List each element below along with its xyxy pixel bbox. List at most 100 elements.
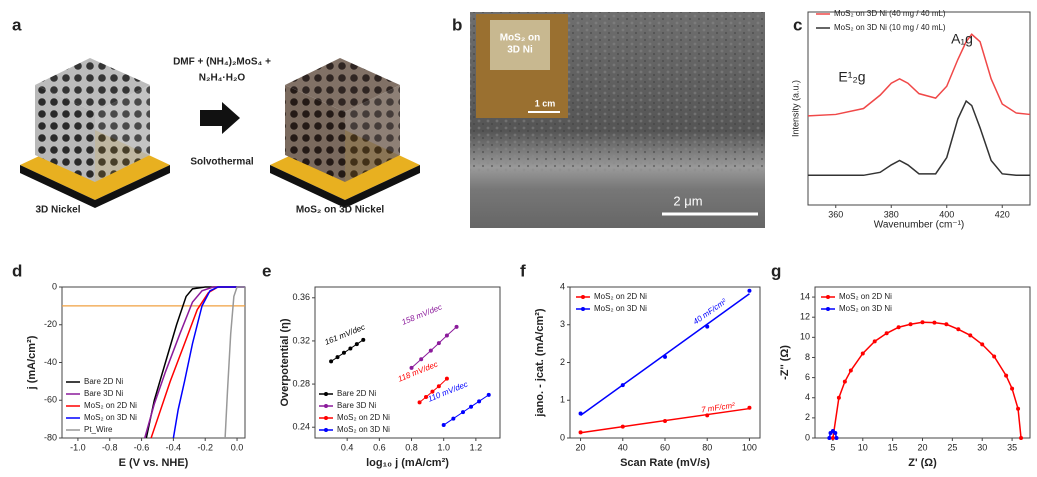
marker: [663, 354, 667, 359]
legend-label: MoS₂ on 2D Ni: [337, 413, 390, 422]
x-tick-label: -0.2: [197, 442, 213, 452]
x-tick-label: 5: [830, 442, 835, 452]
legend-marker: [581, 295, 585, 299]
annotation: 161 mV/dec: [323, 322, 366, 346]
marker: [436, 341, 441, 346]
legend-marker: [324, 428, 328, 432]
panel-a-drawing: [20, 58, 420, 208]
marker: [872, 339, 877, 344]
marker: [335, 355, 340, 360]
x-tick-label: 60: [660, 442, 670, 452]
legend-marker: [324, 416, 328, 420]
marker: [920, 320, 925, 325]
x-axis-label: Scan Rate (mV/s): [620, 457, 710, 469]
panel-letter: g: [771, 261, 781, 280]
series-line: [808, 99, 1030, 177]
marker: [827, 436, 832, 440]
label: N₂H₄·H₂O: [199, 73, 246, 84]
x-tick-label: 360: [828, 209, 843, 219]
marker: [620, 383, 625, 388]
series-line: [832, 321, 1022, 439]
marker: [477, 399, 482, 404]
marker: [705, 324, 710, 329]
marker: [1004, 373, 1009, 378]
marker: [361, 337, 366, 342]
annotation: E¹₂g: [838, 69, 865, 85]
y-tick-label: -60: [44, 395, 57, 405]
y-tick-label: 0.28: [292, 378, 310, 388]
x-tick-label: 400: [939, 209, 954, 219]
y-tick-label: 10: [800, 332, 810, 342]
x-tick-label: -0.8: [102, 442, 118, 452]
marker: [908, 322, 913, 327]
y-tick-label: 0.24: [292, 422, 310, 432]
marker: [430, 389, 435, 394]
series-line: [144, 286, 245, 439]
legend-label: MoS₂ on 3D Ni: [594, 304, 647, 313]
marker: [896, 325, 901, 330]
y-tick-label: 2: [805, 412, 810, 422]
marker: [444, 376, 449, 381]
marker: [747, 405, 752, 410]
legend-label: MoS₂ on 3D Ni (40 mg / 40 mL): [834, 9, 946, 18]
panel-letter: d: [12, 261, 22, 280]
x-tick-label: 100: [742, 442, 757, 452]
marker: [451, 416, 456, 421]
y-tick-label: 0: [560, 432, 565, 442]
y-tick-label: 12: [800, 312, 810, 322]
marker: [968, 333, 973, 338]
legend-label: MoS₂ on 3D Ni: [84, 413, 137, 422]
legend-label: MoS₂ on 3D Ni: [839, 304, 892, 313]
marker: [705, 413, 710, 418]
x-tick-label: 80: [702, 442, 712, 452]
marker: [486, 392, 491, 397]
marker: [441, 423, 446, 428]
annotation: A₁g: [951, 31, 973, 47]
x-tick-label: 0.8: [405, 442, 418, 452]
marker: [956, 327, 961, 332]
x-tick-label: 20: [576, 442, 586, 452]
marker: [620, 424, 625, 429]
y-axis-label: j (mA/cm²): [26, 335, 38, 390]
marker: [354, 342, 359, 347]
marker: [578, 411, 583, 416]
y-tick-label: 6: [805, 372, 810, 382]
x-tick-label: -0.6: [134, 442, 150, 452]
y-tick-label: -40: [44, 357, 57, 367]
x-tick-label: 0.6: [373, 442, 386, 452]
x-tick-label: 1.0: [437, 442, 450, 452]
panel-letter: a: [12, 15, 22, 34]
marker: [1016, 406, 1021, 411]
label: MoS₂ on 3D Nickel: [296, 205, 385, 216]
marker: [444, 333, 449, 338]
marker: [830, 436, 835, 440]
legend-label: Bare 2D Ni: [84, 377, 123, 386]
marker: [836, 395, 841, 400]
marker: [424, 395, 428, 400]
x-tick-label: -1.0: [70, 442, 86, 452]
legend-label: MoS₂ on 2D Ni: [594, 292, 647, 301]
series-line: [443, 394, 490, 426]
y-tick-label: 4: [805, 392, 810, 402]
y-tick-label: -80: [44, 432, 57, 442]
y-tick-label: 0: [805, 432, 810, 442]
x-tick-label: 30: [977, 442, 987, 452]
legend-label: Bare 3D Ni: [84, 389, 123, 398]
legend-label: Bare 3D Ni: [337, 401, 376, 410]
series-line: [411, 326, 457, 369]
marker: [578, 430, 583, 435]
x-tick-label: 40: [618, 442, 628, 452]
legend-marker: [826, 295, 830, 299]
y-tick-label: 0.32: [292, 335, 310, 345]
panel-b-image: [470, 12, 765, 228]
y-axis-label: -Z'' (Ω): [779, 345, 791, 380]
x-axis-label: log₁₀ j (mA/cm²): [366, 457, 449, 469]
x-axis-label: Wavenumber (cm⁻¹): [874, 220, 964, 231]
label: Solvothermal: [190, 157, 254, 168]
x-tick-label: 380: [884, 209, 899, 219]
x-tick-label: 20: [917, 442, 927, 452]
x-tick-label: 420: [995, 209, 1010, 219]
label: 3D Ni: [507, 45, 533, 56]
marker: [436, 384, 441, 389]
marker: [834, 436, 839, 440]
